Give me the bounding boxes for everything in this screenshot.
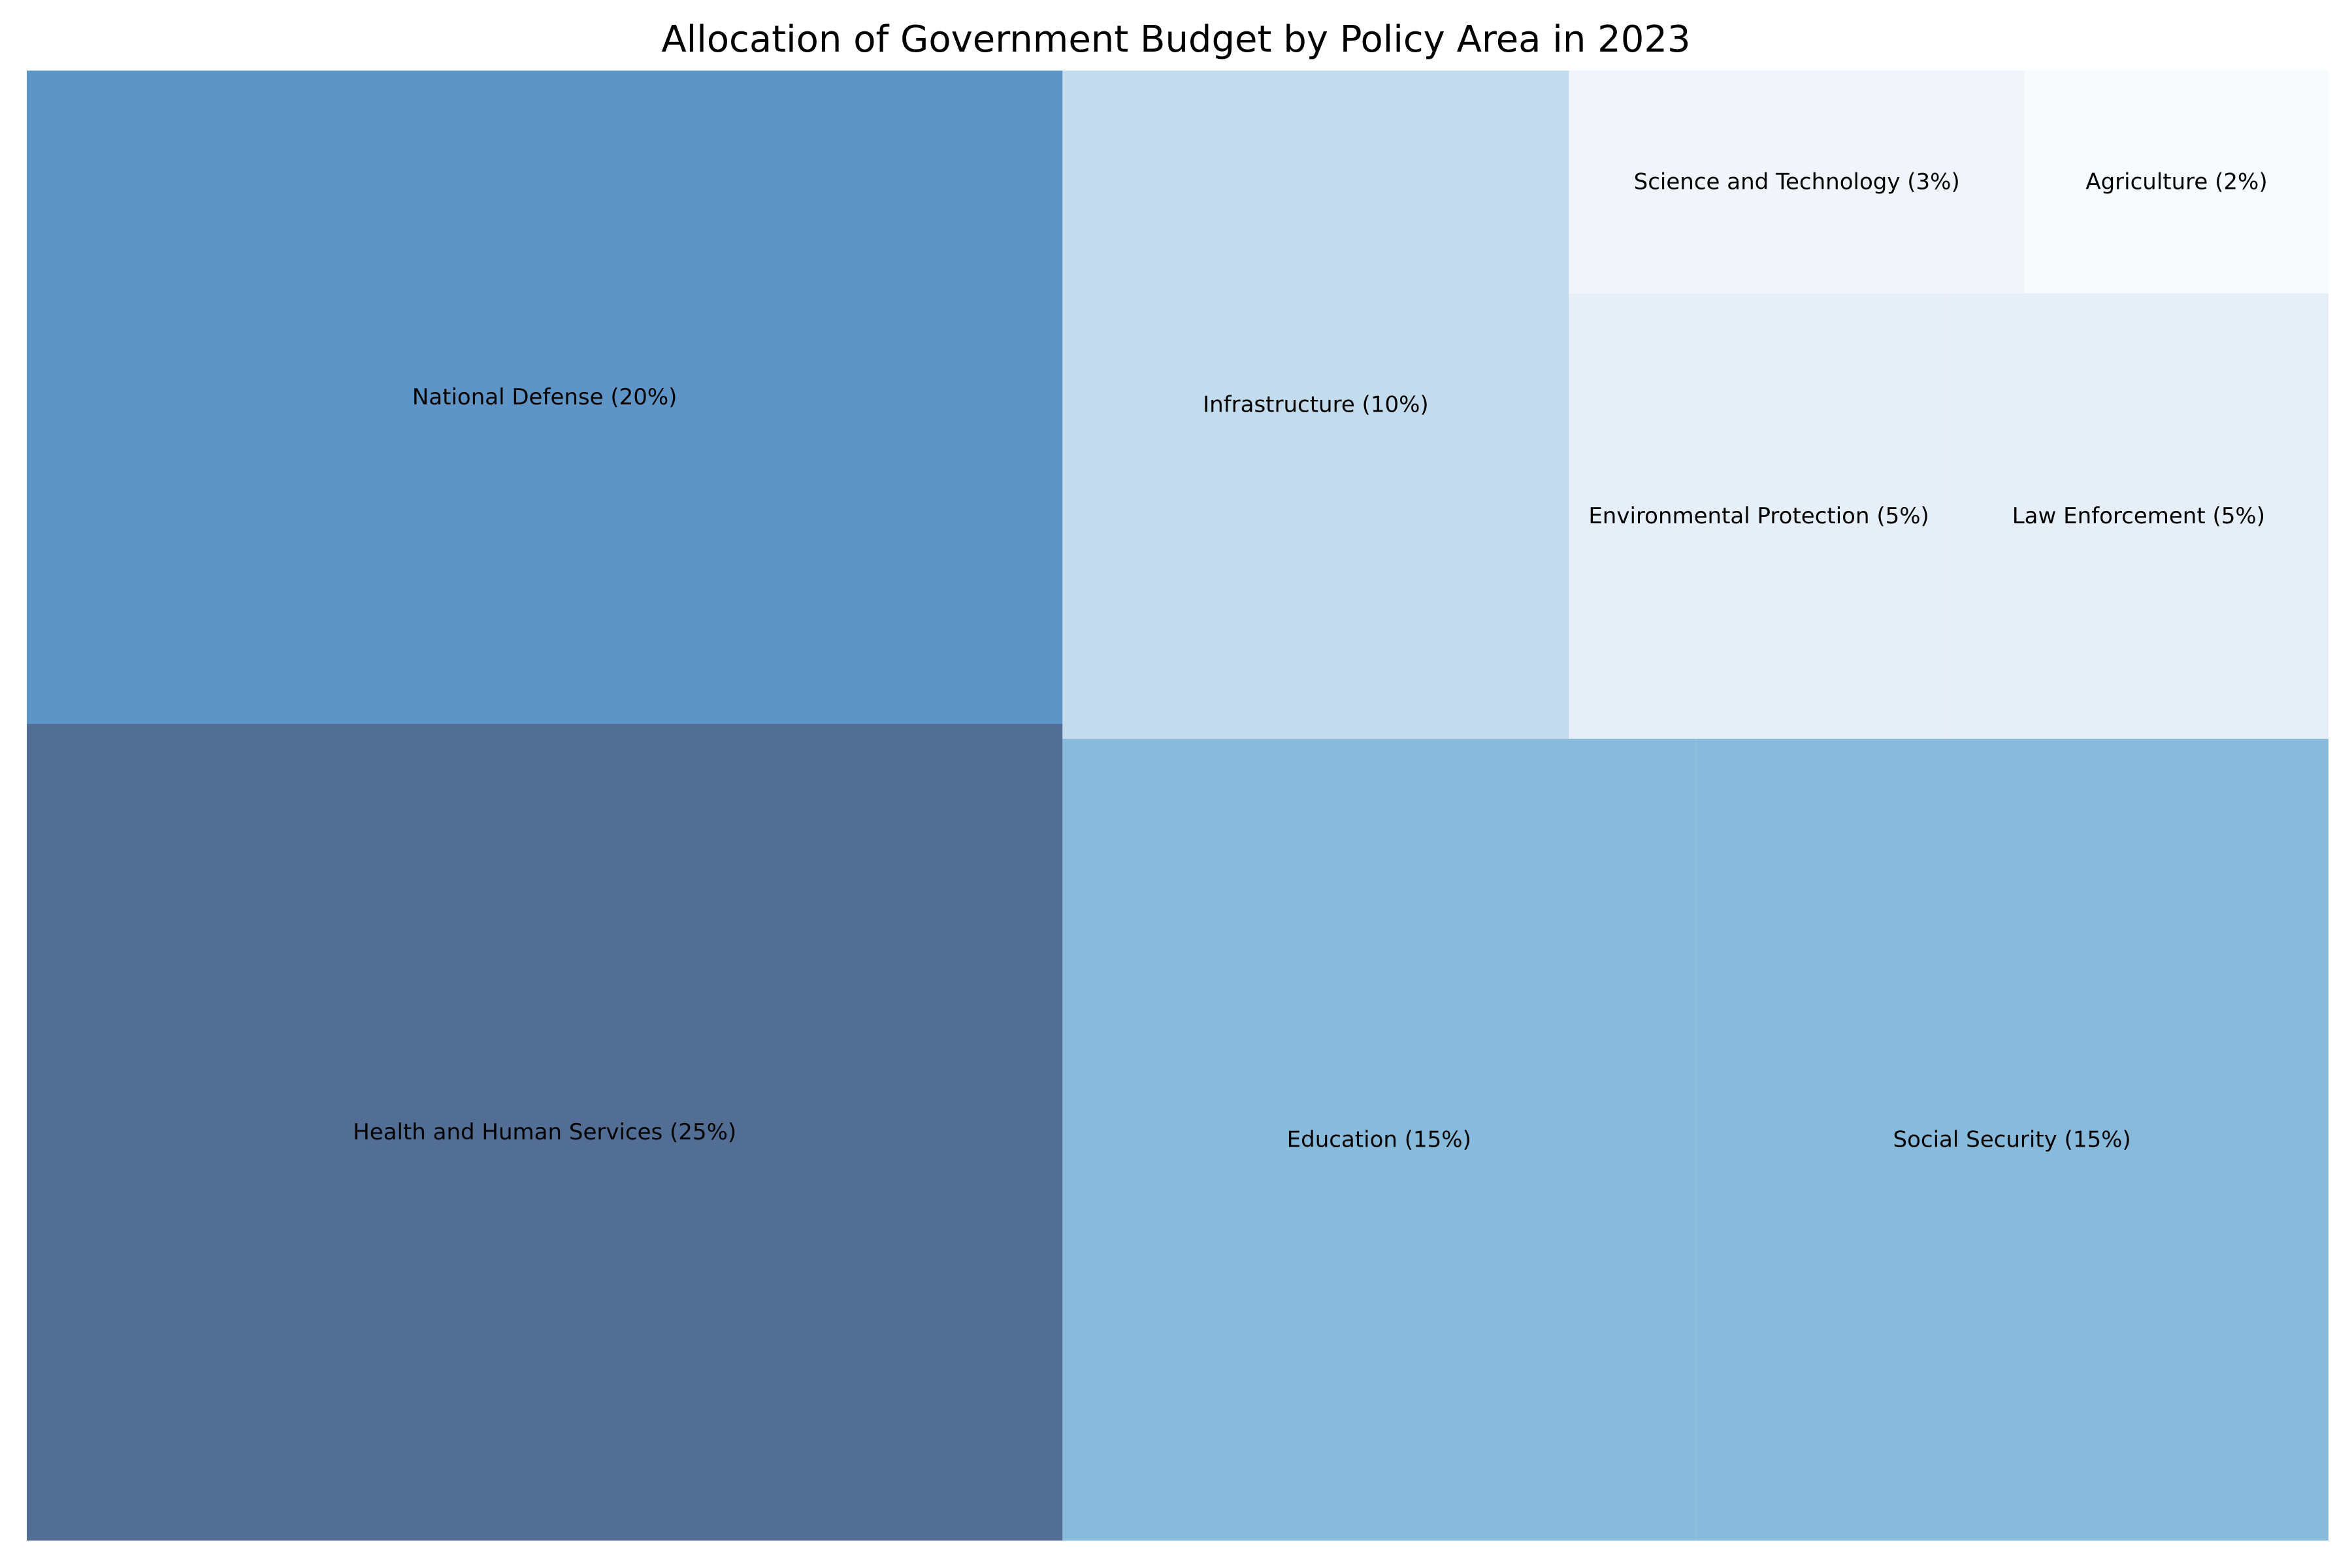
- treemap-label-law-enforcement: Law Enforcement (5%): [2012, 503, 2265, 529]
- chart-title: Allocation of Government Budget by Polic…: [661, 18, 1691, 61]
- treemap-label-science-and-technology: Science and Technology (3%): [1634, 169, 1960, 195]
- treemap-tile-law-enforcement: [1948, 293, 2328, 739]
- treemap-tile-health-and-human-services: [27, 724, 1063, 1541]
- treemap-label-education: Education (15%): [1287, 1126, 1471, 1152]
- treemap-label-national-defense: National Defense (20%): [412, 384, 678, 410]
- treemap-label-agriculture: Agriculture (2%): [2085, 169, 2267, 195]
- treemap-tile-social-security: [1695, 738, 2328, 1541]
- treemap-tile-agriculture: [2024, 71, 2328, 293]
- treemap-tile-infrastructure: [1062, 71, 1569, 739]
- treemap-tile-environmental-protection: [1569, 293, 1949, 739]
- treemap-tile-education: [1062, 738, 1696, 1541]
- treemap-tile-national-defense: [27, 71, 1063, 724]
- treemap-tile-science-and-technology: [1569, 71, 2025, 293]
- treemap-label-health-and-human-services: Health and Human Services (25%): [353, 1119, 736, 1145]
- treemap-label-environmental-protection: Environmental Protection (5%): [1588, 503, 1929, 529]
- treemap-label-social-security: Social Security (15%): [1893, 1126, 2131, 1152]
- treemap-label-infrastructure: Infrastructure (10%): [1203, 391, 1429, 417]
